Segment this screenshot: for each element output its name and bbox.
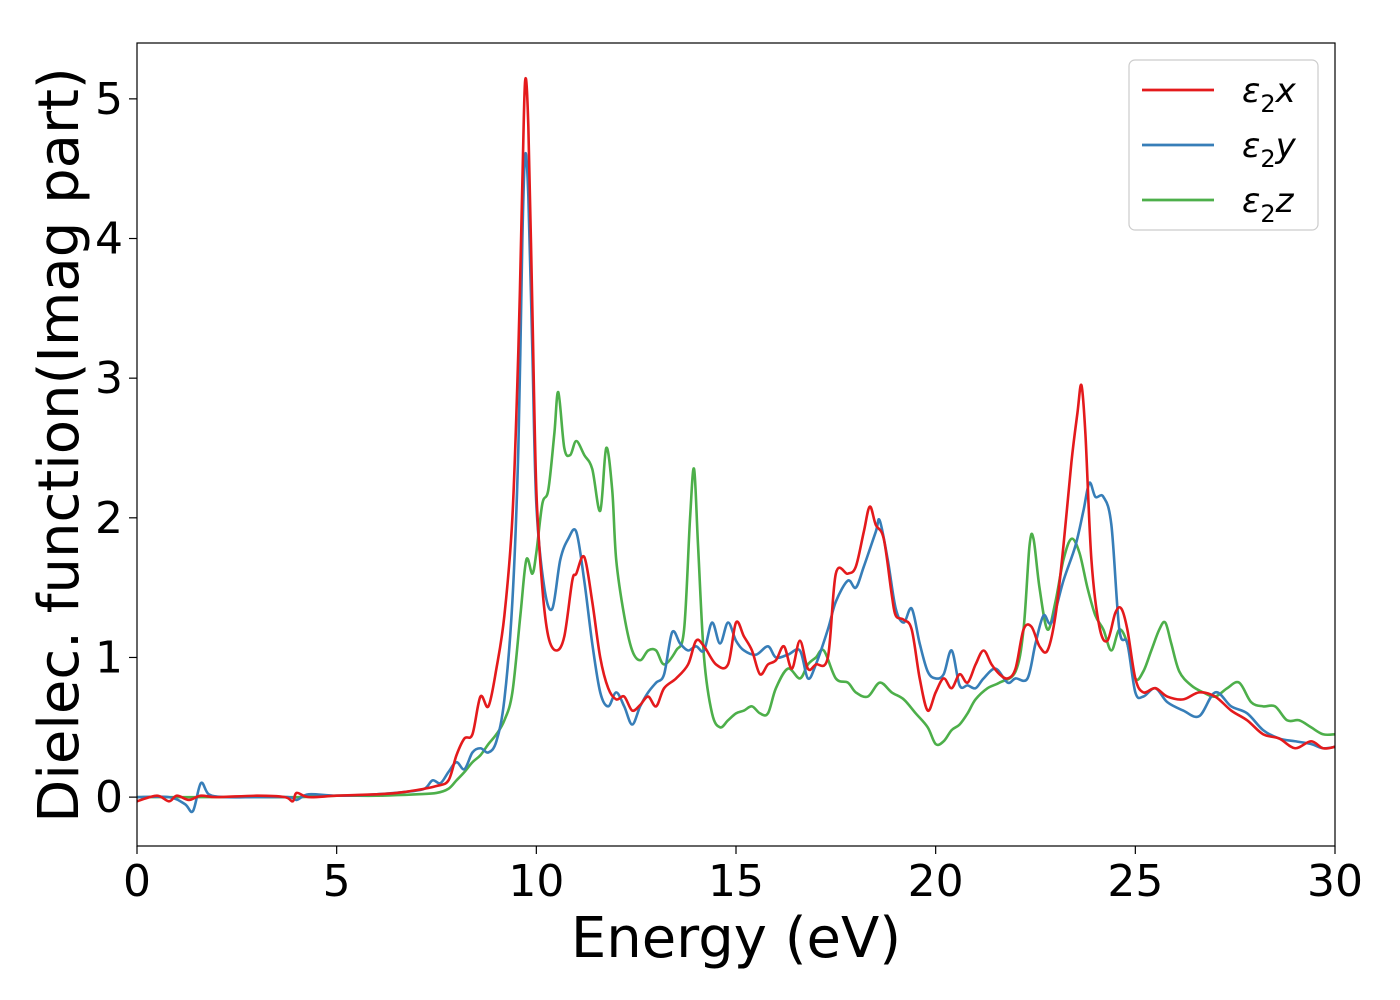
y-tick-label: 3 <box>95 353 123 404</box>
y-tick-label: 2 <box>95 493 123 544</box>
legend-label-subscript: 2 <box>1260 145 1275 173</box>
series-line-y <box>137 151 1335 814</box>
legend-label-suffix: x <box>1275 71 1297 111</box>
legend-label-subscript: 2 <box>1260 200 1275 228</box>
x-axis-title: Energy (eV) <box>571 906 901 971</box>
y-axis-title: Dielec. function(Imag part) <box>27 67 92 823</box>
series-layer <box>137 77 1335 814</box>
legend-label-x: ε2x <box>1242 71 1297 118</box>
x-tick-label: 25 <box>1107 856 1163 907</box>
legend-label-z: ε2z <box>1242 181 1295 228</box>
x-tick-label: 20 <box>908 856 964 907</box>
y-tick-label: 5 <box>95 74 123 125</box>
legend-label-base: ε <box>1242 181 1260 221</box>
legend-label-base: ε <box>1242 71 1260 111</box>
legend-box <box>1128 59 1319 231</box>
legend-label-base: ε <box>1242 126 1260 166</box>
x-tick-label: 15 <box>708 856 764 907</box>
y-axis: 0 1 2 3 4 5 <box>95 74 137 823</box>
legend-label-y: ε2y <box>1242 126 1297 173</box>
y-tick-label: 1 <box>95 632 123 683</box>
legend-label-subscript: 2 <box>1260 90 1275 118</box>
y-tick-label: 4 <box>95 214 123 265</box>
legend-label-suffix: z <box>1275 181 1295 221</box>
x-tick-label: 30 <box>1307 856 1363 907</box>
x-axis: 0 5 10 15 20 25 30 <box>123 846 1363 907</box>
x-tick-label: 5 <box>323 856 351 907</box>
legend-label-suffix: y <box>1275 126 1297 166</box>
x-tick-label: 10 <box>508 856 564 907</box>
x-tick-label: 0 <box>123 856 151 907</box>
series-line-x <box>137 77 1335 803</box>
y-tick-label: 0 <box>95 772 123 823</box>
